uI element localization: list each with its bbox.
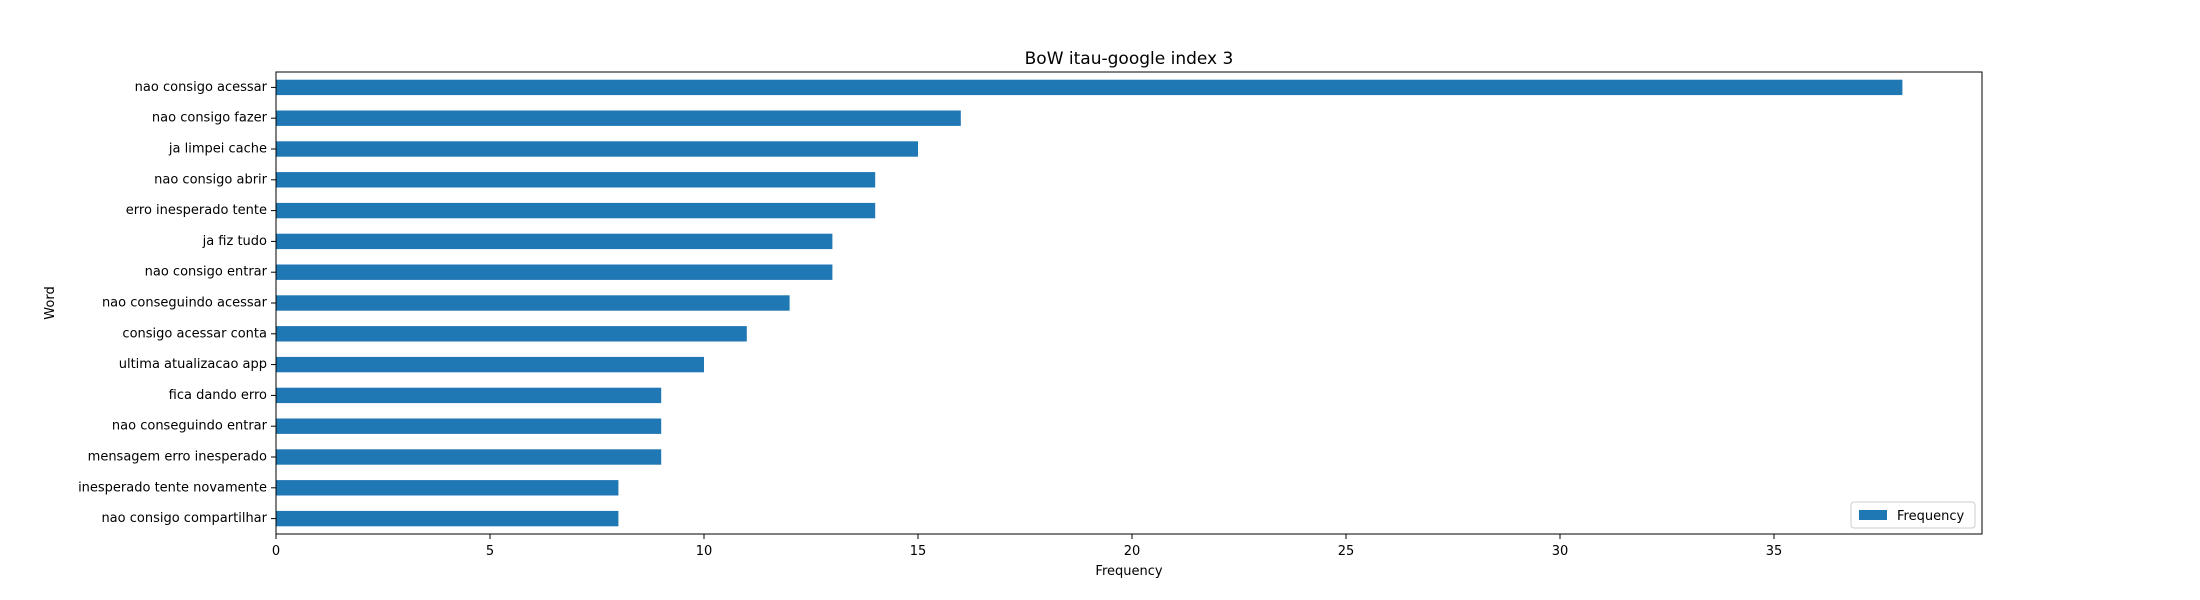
bar (276, 79, 1903, 96)
y-tick-label: ja fiz tudo (202, 234, 267, 249)
bar (276, 480, 619, 496)
bar (276, 295, 790, 311)
x-tick-label: 10 (696, 544, 713, 559)
bar (276, 387, 662, 404)
x-axis-label: Frequency (1095, 564, 1162, 579)
x-axis-ticks: 0 5 10 15 20 25 30 35 (272, 534, 1782, 559)
bar (276, 326, 747, 342)
y-tick-label: nao consigo acessar (135, 80, 268, 95)
bar (276, 510, 619, 527)
legend-swatch (1859, 510, 1887, 520)
y-tick-label: fica dando erro (169, 388, 267, 403)
bar (276, 110, 961, 126)
y-axis-label: Word (43, 286, 58, 319)
bar (276, 141, 918, 157)
y-tick-label: erro inesperado tente (126, 203, 267, 218)
y-tick-label: consigo acessar conta (122, 326, 267, 341)
x-tick-label: 25 (1338, 544, 1355, 559)
y-tick-label: nao consigo abrir (154, 172, 268, 187)
x-tick-label: 20 (1124, 544, 1141, 559)
bar (276, 356, 704, 373)
x-tick-label: 30 (1552, 544, 1569, 559)
y-tick-label: nao conseguindo acessar (102, 296, 268, 311)
y-axis-ticks: nao consigo acessar nao consigo fazer ja l… (78, 80, 276, 526)
y-tick-label: nao conseguindo entrar (112, 419, 268, 434)
y-tick-label: ja limpei cache (168, 142, 267, 157)
chart-title: BoW itau-google index 3 (1025, 49, 1234, 69)
x-tick-label: 15 (910, 544, 927, 559)
bar (276, 264, 833, 280)
y-tick-label: nao consigo compartilhar (101, 511, 267, 526)
y-tick-label: nao consigo fazer (152, 111, 268, 126)
bar (276, 449, 662, 465)
bars-group (276, 79, 1903, 527)
legend-label: Frequency (1897, 509, 1964, 524)
x-tick-label: 5 (486, 544, 494, 559)
y-tick-label: nao consigo entrar (145, 265, 268, 280)
legend: Frequency (1850, 501, 1976, 529)
y-tick-label: inesperado tente novamente (78, 480, 267, 495)
bar (276, 418, 662, 434)
x-tick-label: 35 (1766, 544, 1783, 559)
bar (276, 202, 876, 219)
y-tick-label: mensagem erro inesperado (88, 450, 267, 465)
plot-frame (275, 71, 1983, 535)
x-tick-label: 0 (272, 544, 280, 559)
bar (276, 233, 833, 250)
y-tick-label: ultima atualizacao app (119, 357, 267, 372)
legend-box (1850, 501, 1976, 529)
bar (276, 172, 876, 188)
